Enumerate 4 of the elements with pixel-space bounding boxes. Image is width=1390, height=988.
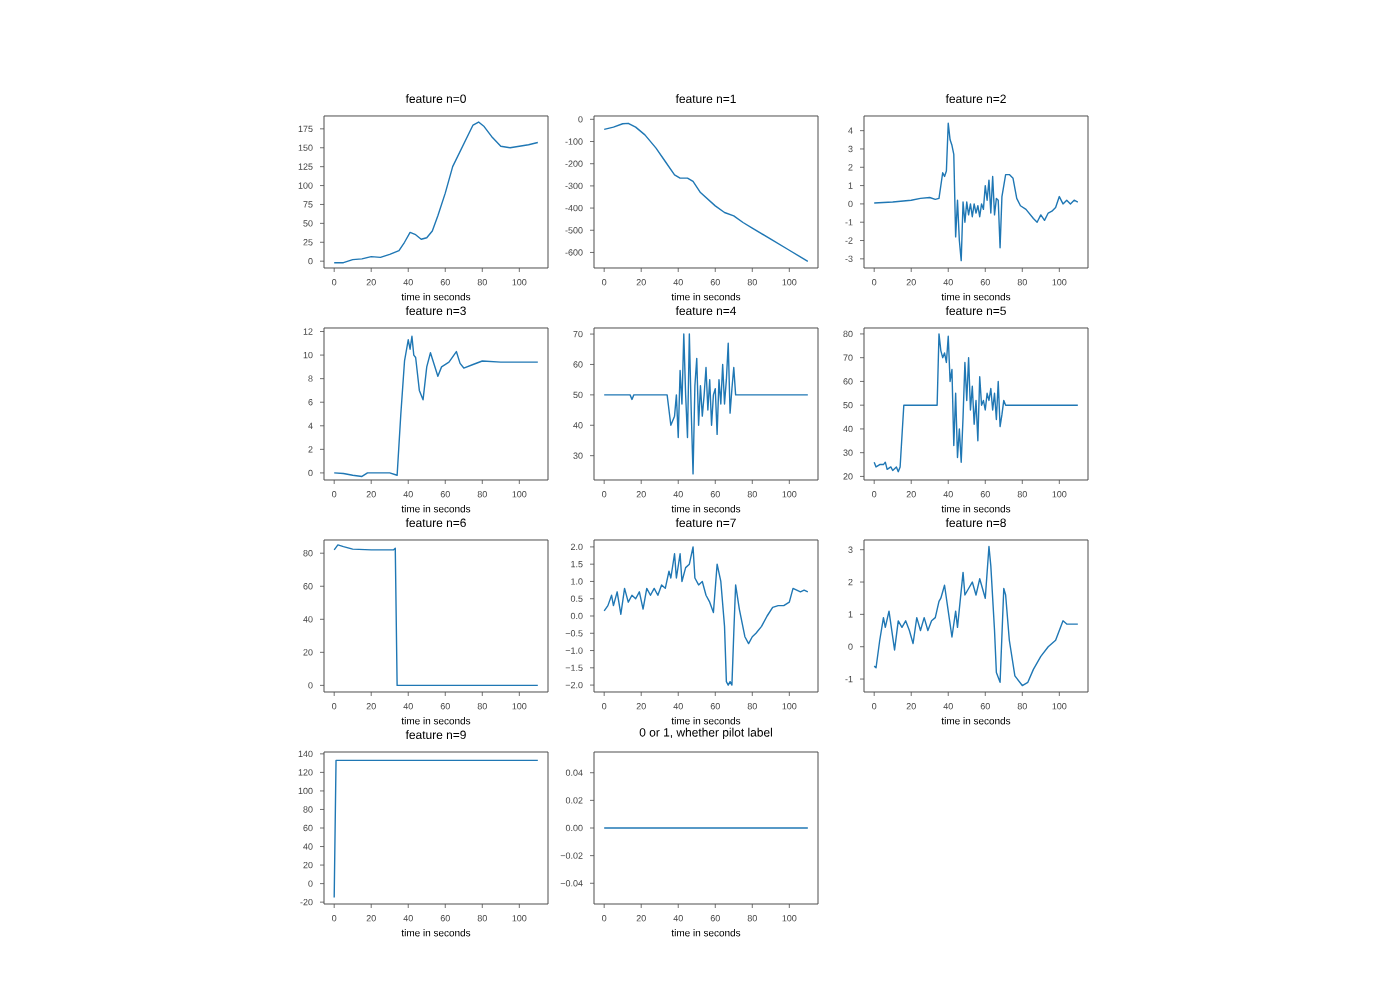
line-series [333, 544, 539, 687]
line-series [873, 333, 1079, 473]
line-series [603, 333, 809, 475]
line-series [873, 122, 1079, 262]
